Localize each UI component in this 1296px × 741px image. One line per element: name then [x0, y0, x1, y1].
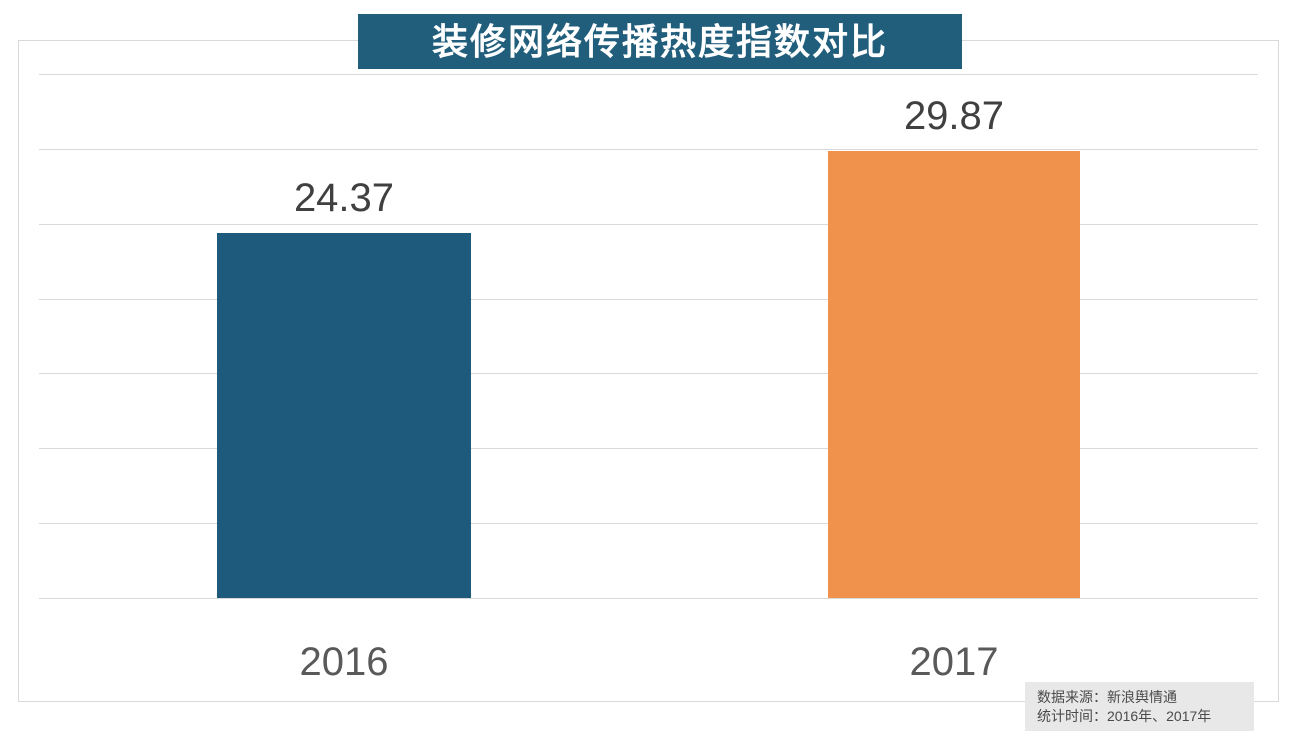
plot-border: [18, 40, 1279, 702]
gridline: [39, 223, 1258, 225]
gridline: [39, 298, 1258, 300]
gridline: [39, 598, 1258, 599]
chart-title: 装修网络传播热度指数对比: [358, 14, 962, 69]
axis-label-2017: 2017: [909, 640, 999, 684]
source-line-period: 统计时间：2016年、2017年: [1037, 708, 1212, 724]
gridline: [39, 74, 1258, 75]
bar-2017: [828, 150, 1080, 598]
gridline: [39, 448, 1258, 450]
gridline: [39, 148, 1258, 150]
axis-label-2016: 2016: [299, 640, 389, 684]
gridline: [39, 373, 1258, 375]
bar-2016: [217, 233, 471, 598]
source-line-datasource: 数据来源：新浪舆情通: [1037, 689, 1177, 705]
source-note: 数据来源：新浪舆情通 统计时间：2016年、2017年: [1025, 682, 1254, 731]
value-label-2017: 29.87: [903, 93, 1005, 138]
gridline: [39, 523, 1258, 525]
value-label-2016: 24.37: [293, 176, 395, 221]
